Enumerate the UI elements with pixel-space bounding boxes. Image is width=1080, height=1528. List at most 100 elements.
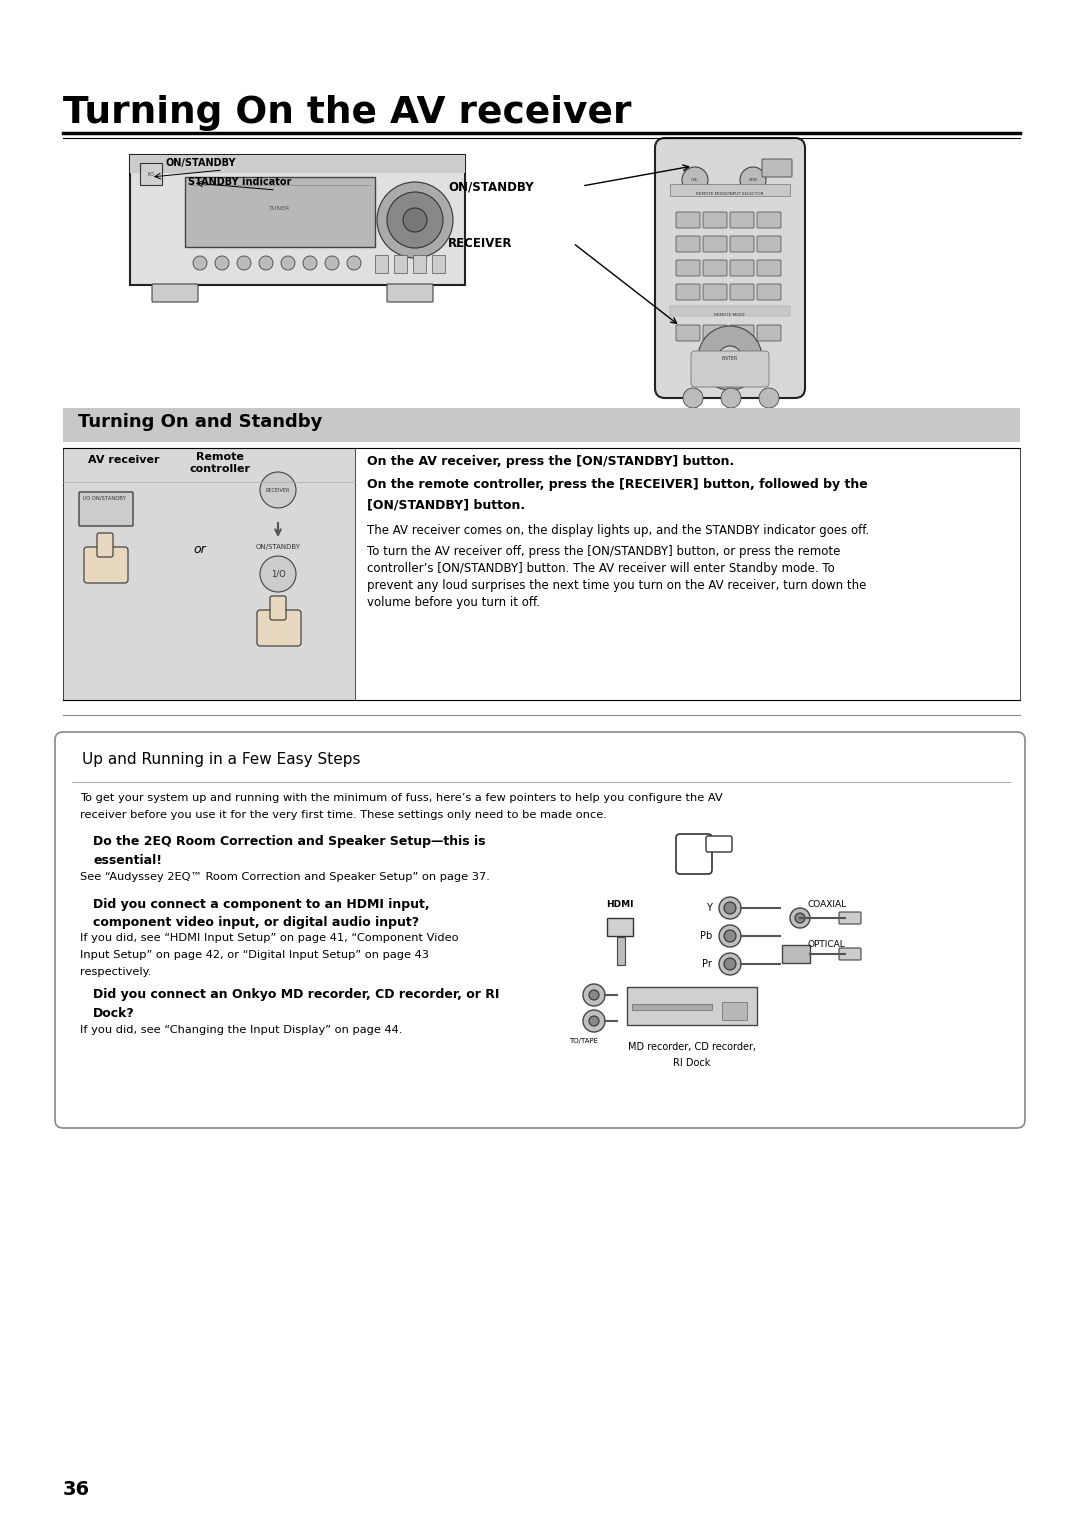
FancyBboxPatch shape	[627, 987, 757, 1025]
Text: OPTICAL: OPTICAL	[808, 940, 846, 949]
Circle shape	[259, 257, 273, 270]
Circle shape	[589, 1016, 599, 1025]
FancyBboxPatch shape	[703, 260, 727, 277]
Text: See “Audyssey 2EQ™ Room Correction and Speaker Setup” on page 37.: See “Audyssey 2EQ™ Room Correction and S…	[80, 872, 490, 882]
Circle shape	[583, 984, 605, 1005]
Text: or: or	[193, 542, 206, 556]
FancyBboxPatch shape	[79, 492, 133, 526]
Text: Pr: Pr	[702, 960, 712, 969]
Text: HDMI: HDMI	[606, 900, 634, 909]
FancyBboxPatch shape	[670, 306, 789, 316]
Circle shape	[377, 182, 453, 258]
FancyBboxPatch shape	[607, 918, 633, 937]
Text: Did you connect an Onkyo MD recorder, CD recorder, or RI: Did you connect an Onkyo MD recorder, CD…	[93, 989, 499, 1001]
FancyBboxPatch shape	[757, 260, 781, 277]
FancyBboxPatch shape	[413, 255, 426, 274]
Text: controller’s [ON/STANDBY] button. The AV receiver will enter Standby mode. To: controller’s [ON/STANDBY] button. The AV…	[367, 562, 835, 575]
Circle shape	[759, 388, 779, 408]
FancyBboxPatch shape	[703, 235, 727, 252]
FancyBboxPatch shape	[730, 260, 754, 277]
FancyBboxPatch shape	[730, 284, 754, 299]
Text: If you did, see “Changing the Input Display” on page 44.: If you did, see “Changing the Input Disp…	[80, 1025, 403, 1034]
Circle shape	[683, 388, 703, 408]
Text: AV receiver: AV receiver	[87, 455, 160, 465]
FancyBboxPatch shape	[257, 610, 301, 646]
FancyBboxPatch shape	[152, 284, 198, 303]
FancyBboxPatch shape	[432, 255, 445, 274]
FancyBboxPatch shape	[654, 138, 805, 397]
FancyBboxPatch shape	[63, 408, 1020, 442]
Text: essential!: essential!	[93, 854, 162, 866]
FancyBboxPatch shape	[703, 284, 727, 299]
Text: To get your system up and running with the minimum of fuss, here’s a few pointer: To get your system up and running with t…	[80, 793, 723, 804]
Text: Pb: Pb	[700, 931, 712, 941]
Circle shape	[724, 958, 735, 970]
Circle shape	[795, 914, 805, 923]
Circle shape	[403, 208, 427, 232]
Circle shape	[303, 257, 318, 270]
FancyBboxPatch shape	[617, 937, 625, 966]
Text: Up and Running in a Few Easy Steps: Up and Running in a Few Easy Steps	[82, 752, 361, 767]
FancyBboxPatch shape	[730, 235, 754, 252]
FancyBboxPatch shape	[757, 325, 781, 341]
FancyBboxPatch shape	[130, 154, 465, 173]
FancyBboxPatch shape	[676, 834, 712, 874]
Circle shape	[698, 325, 762, 390]
FancyBboxPatch shape	[839, 912, 861, 924]
FancyBboxPatch shape	[676, 284, 700, 299]
Text: 36: 36	[63, 1481, 90, 1499]
Text: Do the 2EQ Room Correction and Speaker Setup—this is: Do the 2EQ Room Correction and Speaker S…	[93, 834, 486, 848]
Text: ON/: ON/	[691, 177, 699, 182]
FancyBboxPatch shape	[691, 351, 769, 387]
FancyBboxPatch shape	[730, 325, 754, 341]
Circle shape	[681, 167, 708, 193]
Text: TO/TAPE: TO/TAPE	[569, 1038, 598, 1044]
FancyBboxPatch shape	[676, 260, 700, 277]
Text: REMOTE MODE/INPUT SELECTOR: REMOTE MODE/INPUT SELECTOR	[697, 193, 764, 196]
FancyBboxPatch shape	[676, 212, 700, 228]
Circle shape	[193, 257, 207, 270]
FancyBboxPatch shape	[757, 212, 781, 228]
FancyBboxPatch shape	[762, 159, 792, 177]
Circle shape	[347, 257, 361, 270]
Text: The AV receiver comes on, the display lights up, and the STANDBY indicator goes : The AV receiver comes on, the display li…	[367, 524, 869, 536]
Circle shape	[721, 388, 741, 408]
Circle shape	[724, 931, 735, 941]
FancyBboxPatch shape	[839, 947, 861, 960]
Circle shape	[237, 257, 251, 270]
FancyBboxPatch shape	[270, 596, 286, 620]
Text: On the remote controller, press the [RECEIVER] button, followed by the: On the remote controller, press the [REC…	[367, 478, 867, 490]
Text: component video input, or digital audio input?: component video input, or digital audio …	[93, 915, 419, 929]
Text: STANDBY indicator: STANDBY indicator	[188, 177, 292, 186]
FancyBboxPatch shape	[632, 1004, 712, 1010]
FancyBboxPatch shape	[55, 732, 1025, 1128]
Text: ENTER: ENTER	[721, 356, 739, 361]
FancyBboxPatch shape	[676, 235, 700, 252]
Circle shape	[719, 953, 741, 975]
Text: On the AV receiver, press the [ON/STANDBY] button.: On the AV receiver, press the [ON/STANDB…	[367, 455, 734, 468]
Circle shape	[724, 902, 735, 914]
FancyBboxPatch shape	[84, 547, 129, 584]
Circle shape	[215, 257, 229, 270]
Text: RI Dock: RI Dock	[673, 1057, 711, 1068]
FancyBboxPatch shape	[730, 212, 754, 228]
FancyBboxPatch shape	[97, 533, 113, 558]
Circle shape	[719, 897, 741, 918]
Text: ON/STANDBY: ON/STANDBY	[165, 157, 235, 168]
FancyBboxPatch shape	[723, 1002, 747, 1021]
Circle shape	[789, 908, 810, 927]
Text: Input Setup” on page 42, or “Digital Input Setup” on page 43: Input Setup” on page 42, or “Digital Inp…	[80, 950, 429, 960]
Text: 1/O: 1/O	[271, 570, 285, 579]
Circle shape	[740, 167, 766, 193]
Text: prevent any loud surprises the next time you turn on the AV receiver, turn down : prevent any loud surprises the next time…	[367, 579, 866, 591]
Text: ON/STANDBY: ON/STANDBY	[448, 180, 534, 193]
Text: Remote
controller: Remote controller	[189, 452, 251, 474]
Text: [ON/STANDBY] button.: [ON/STANDBY] button.	[367, 498, 525, 510]
Text: Did you connect a component to an HDMI input,: Did you connect a component to an HDMI i…	[93, 898, 430, 911]
Circle shape	[583, 1010, 605, 1031]
Text: If you did, see “HDMI Input Setup” on page 41, “Component Video: If you did, see “HDMI Input Setup” on pa…	[80, 934, 459, 943]
Text: Y: Y	[706, 903, 712, 914]
Text: MD recorder, CD recorder,: MD recorder, CD recorder,	[627, 1042, 756, 1051]
Text: receiver before you use it for the very first time. These settings only need to : receiver before you use it for the very …	[80, 810, 607, 821]
Text: Dock?: Dock?	[93, 1007, 135, 1021]
